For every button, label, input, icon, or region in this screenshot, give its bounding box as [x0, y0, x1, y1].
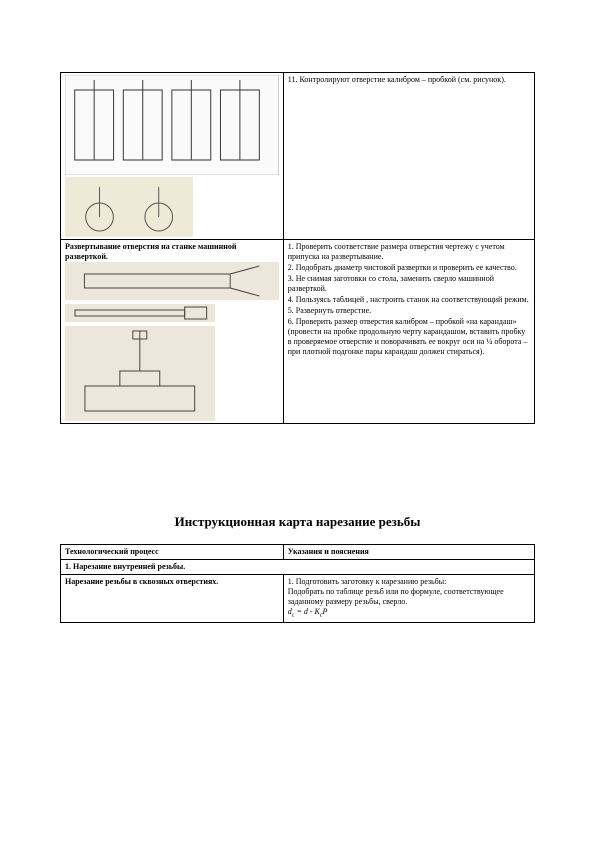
section-row-text: 1. Нарезание внутренней резьбы.: [61, 560, 535, 575]
operation-caption: Развертывание отверстия на станке машинн…: [65, 242, 279, 262]
instruction-table-1: 11. Контролируют отверстие калибром – пр…: [60, 72, 535, 424]
cell-text: 11. Контролируют отверстие калибром – пр…: [283, 73, 534, 240]
step-text: 11. Контролируют отверстие калибром – пр…: [288, 75, 506, 84]
table-row: 11. Контролируют отверстие калибром – пр…: [61, 73, 535, 240]
drill-stages-diagram: [65, 75, 279, 175]
machine-reamer-shaft: [65, 304, 215, 322]
step-text: 6. Проверить размер отверстия калибром –…: [288, 317, 530, 357]
instruction-table-2: Технологический процесс Указания и поясн…: [60, 544, 535, 623]
formula: dc = d - KcP: [288, 607, 530, 620]
table-row: Нарезание резьбы в сквозных отверстиях. …: [61, 575, 535, 623]
step-text: 4. Пользуясь таблицей , настроить станок…: [288, 295, 530, 305]
hand-reaming-diagram: [65, 177, 193, 237]
header-left: Технологический процесс: [61, 545, 284, 560]
table-row: Развертывание отверстия на станке машинн…: [61, 240, 535, 424]
step-text: 1. Проверить соответствие размера отверс…: [288, 242, 530, 262]
header-right: Указания и пояснения: [283, 545, 534, 560]
cell-text: 1. Проверить соответствие размера отверс…: [283, 240, 534, 424]
cell-illustration: [61, 73, 284, 240]
document-page: 11. Контролируют отверстие калибром – пр…: [0, 0, 595, 842]
machine-reamer-on-table: [65, 326, 215, 421]
operation-name: Нарезание резьбы в сквозных отверстиях.: [61, 575, 284, 623]
step-text: 3. Не снимая заготовки со стола, заменит…: [288, 274, 530, 294]
step-text: 5. Развернуть отверстие.: [288, 306, 530, 316]
table-section-row: 1. Нарезание внутренней резьбы.: [61, 560, 535, 575]
cell-illustration: Развертывание отверстия на станке машинн…: [61, 240, 284, 424]
steps-list: 1. Проверить соответствие размера отверс…: [288, 242, 530, 357]
section-heading: Инструкционная карта нарезание резьбы: [60, 514, 535, 530]
table-header-row: Технологический процесс Указания и поясн…: [61, 545, 535, 560]
machine-reamer-tool: [65, 262, 279, 300]
cell-text: 1. Подготовить заготовку к нарезанию рез…: [283, 575, 534, 623]
step-text: 2. Подобрать диаметр чистовой развертки …: [288, 263, 530, 273]
step-text: Подобрать по таблице резьб или по формул…: [288, 587, 530, 607]
step-text: 1. Подготовить заготовку к нарезанию рез…: [288, 577, 530, 587]
